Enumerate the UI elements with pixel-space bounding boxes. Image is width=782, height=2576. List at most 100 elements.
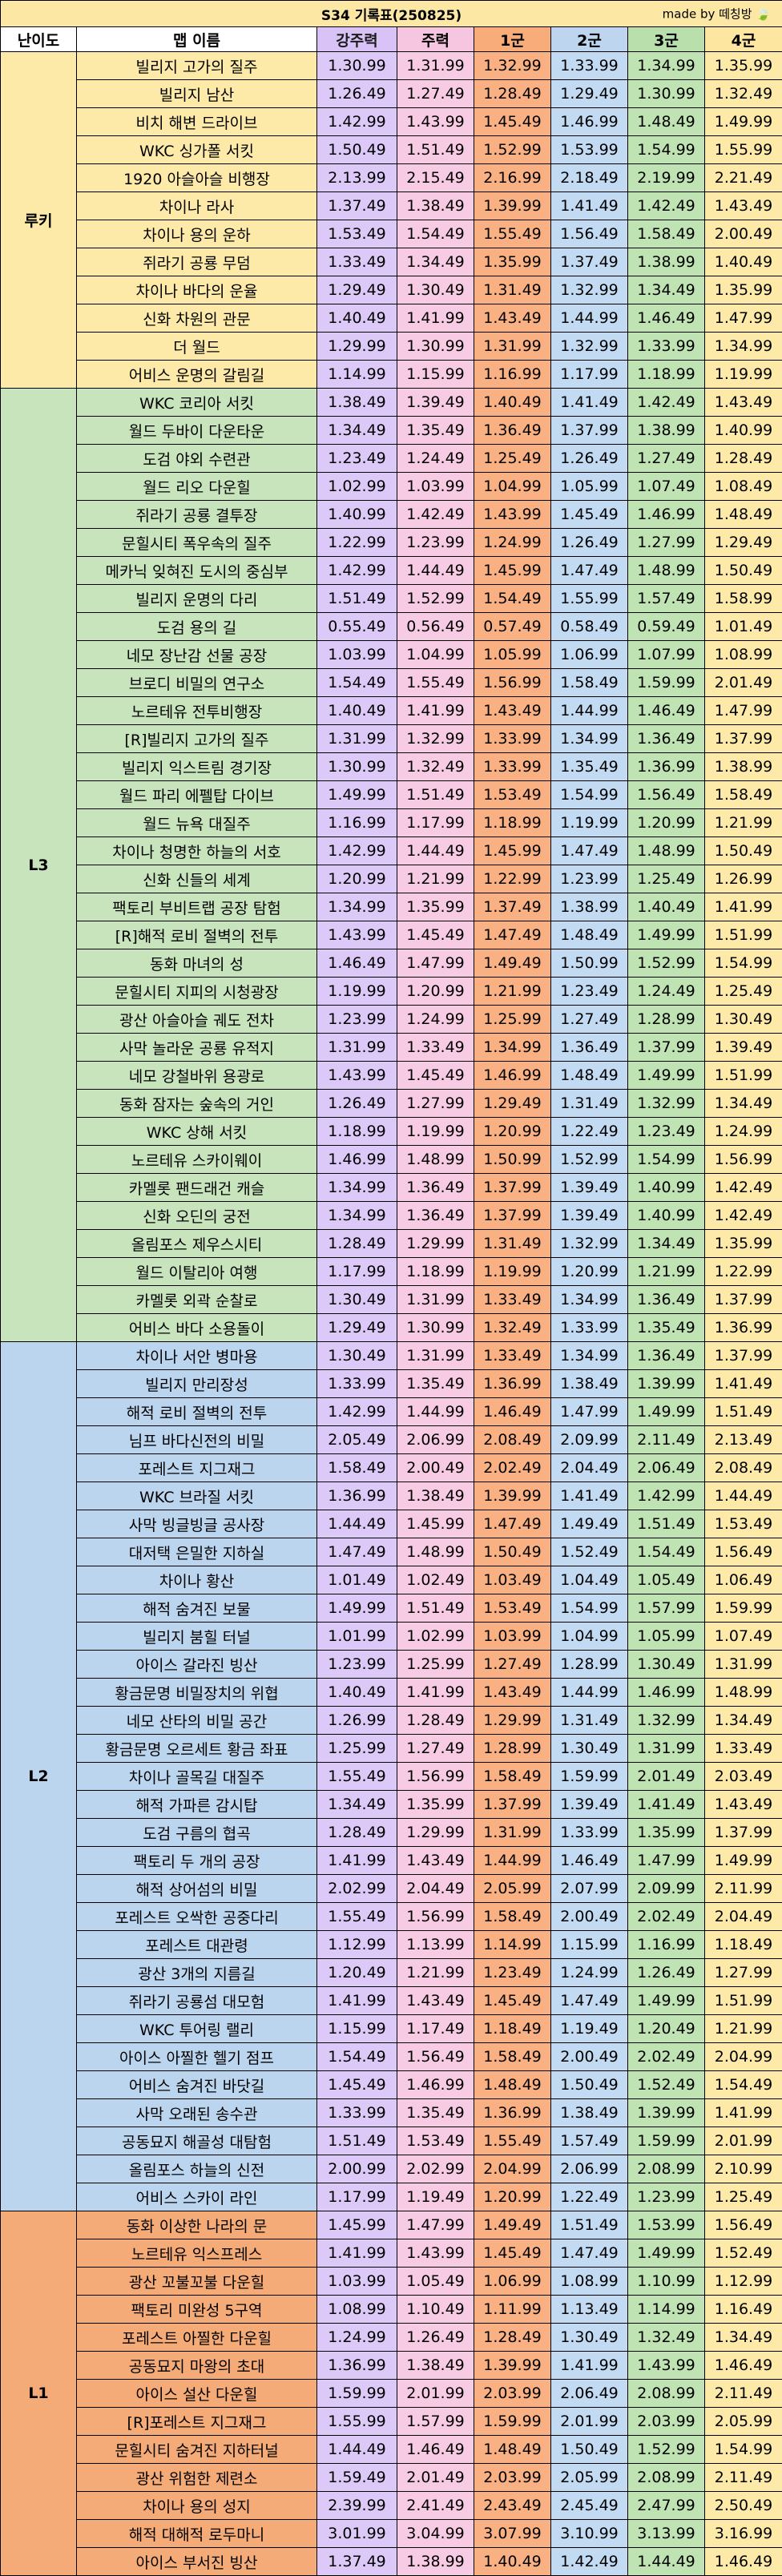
map-name: 문힐시티 지피의 시청광장 (77, 978, 317, 1006)
time-group-4: 1.56.99 (705, 1146, 782, 1174)
time-group-1: 1.37.49 (474, 893, 551, 921)
time-group-2: 1.13.49 (551, 2296, 628, 2324)
time-strong-main: 1.16.99 (317, 809, 397, 837)
time-group-2: 1.47.49 (551, 1987, 628, 2015)
header-strong-main: 강주력 (317, 27, 397, 52)
time-group-2: 2.45.49 (551, 2492, 628, 2520)
time-group-2: 1.26.49 (551, 529, 628, 557)
time-strong-main: 1.28.49 (317, 1230, 397, 1258)
time-group-1: 1.43.49 (474, 304, 551, 333)
time-group-1: 1.32.99 (474, 52, 551, 80)
time-group-2: 1.47.49 (551, 2239, 628, 2268)
time-main: 1.35.99 (397, 1791, 474, 1819)
time-main: 1.51.49 (397, 1594, 474, 1623)
time-group-4: 1.36.99 (705, 1314, 782, 1342)
time-group-2: 1.37.49 (551, 248, 628, 276)
time-group-1: 1.45.49 (474, 1987, 551, 2015)
time-group-3: 1.48.99 (628, 557, 705, 585)
time-group-2: 1.59.99 (551, 1763, 628, 1791)
time-group-3: 1.31.99 (628, 1735, 705, 1763)
time-group-2: 1.31.49 (551, 1707, 628, 1735)
time-group-1: 1.03.49 (474, 1566, 551, 1594)
map-name: 팩토리 미완성 5구역 (77, 2296, 317, 2324)
time-group-4: 1.40.99 (705, 417, 782, 445)
map-name: 차이나 라사 (77, 192, 317, 220)
time-main: 1.57.99 (397, 2408, 474, 2436)
time-group-4: 1.56.49 (705, 1538, 782, 1566)
time-group-1: 1.49.49 (474, 949, 551, 978)
map-name: 빌리지 익스트림 경기장 (77, 753, 317, 781)
time-group-3: 1.53.99 (628, 2211, 705, 2239)
time-main: 1.17.99 (397, 809, 474, 837)
time-group-3: 1.49.99 (628, 2239, 705, 2268)
time-group-4: 2.04.49 (705, 1903, 782, 1931)
time-strong-main: 1.30.99 (317, 52, 397, 80)
time-group-3: 3.13.99 (628, 2520, 705, 2548)
time-strong-main: 1.14.99 (317, 361, 397, 389)
time-group-2: 2.06.49 (551, 2380, 628, 2408)
time-group-1: 1.47.49 (474, 921, 551, 949)
time-group-4: 1.26.99 (705, 865, 782, 893)
time-group-1: 1.45.49 (474, 108, 551, 136)
time-group-1: 1.45.99 (474, 557, 551, 585)
time-main: 1.56.99 (397, 1763, 474, 1791)
time-group-1: 1.14.99 (474, 1931, 551, 1959)
time-strong-main: 1.03.99 (317, 2268, 397, 2296)
time-group-1: 1.25.99 (474, 1006, 551, 1034)
time-strong-main: 1.40.99 (317, 501, 397, 529)
time-main: 1.10.49 (397, 2296, 474, 2324)
time-main: 1.27.49 (397, 1735, 474, 1763)
time-strong-main: 1.47.49 (317, 1538, 397, 1566)
header-group-2: 2군 (551, 27, 628, 52)
time-main: 1.34.49 (397, 248, 474, 276)
time-group-1: 1.20.99 (474, 1118, 551, 1146)
time-group-1: 1.52.99 (474, 136, 551, 164)
time-strong-main: 1.34.49 (317, 1791, 397, 1819)
time-group-4: 1.34.49 (705, 2324, 782, 2352)
time-group-4: 1.54.49 (705, 2071, 782, 2099)
map-name: 월드 두바이 다운타운 (77, 417, 317, 445)
time-group-1: 1.28.49 (474, 2324, 551, 2352)
time-group-1: 0.57.49 (474, 613, 551, 641)
map-name: 해적 상어섬의 비밀 (77, 1875, 317, 1903)
map-name: 도검 구름의 협곡 (77, 1819, 317, 1847)
time-strong-main: 1.34.49 (317, 417, 397, 445)
time-group-1: 1.31.99 (474, 1819, 551, 1847)
time-group-1: 2.03.99 (474, 2380, 551, 2408)
time-main: 1.35.49 (397, 1370, 474, 1398)
time-main: 2.02.99 (397, 2155, 474, 2183)
time-group-3: 1.40.99 (628, 1202, 705, 1230)
time-strong-main: 2.39.99 (317, 2492, 397, 2520)
time-group-4: 1.51.99 (705, 1987, 782, 2015)
map-name: 쥐라기 공룡섬 대모험 (77, 1987, 317, 2015)
time-strong-main: 1.33.99 (317, 1370, 397, 1398)
time-group-4: 2.11.49 (705, 2464, 782, 2492)
time-group-1: 1.43.99 (474, 501, 551, 529)
time-group-1: 1.25.49 (474, 445, 551, 473)
time-group-2: 1.41.49 (551, 1482, 628, 1510)
map-name: 월드 파리 에펠탑 다이브 (77, 781, 317, 809)
header-difficulty: 난이도 (1, 27, 77, 52)
time-group-2: 2.07.99 (551, 1875, 628, 1903)
time-group-4: 1.33.49 (705, 1735, 782, 1763)
time-group-4: 1.54.99 (705, 949, 782, 978)
time-group-1: 1.33.49 (474, 1286, 551, 1314)
time-group-2: 1.38.99 (551, 893, 628, 921)
time-main: 1.45.49 (397, 921, 474, 949)
map-name: WKC 상해 서킷 (77, 1118, 317, 1146)
time-main: 1.20.99 (397, 978, 474, 1006)
time-main: 1.21.99 (397, 1959, 474, 1987)
time-strong-main: 1.08.99 (317, 2296, 397, 2324)
time-main: 1.45.99 (397, 1510, 474, 1538)
time-strong-main: 1.17.99 (317, 2183, 397, 2211)
time-strong-main: 3.01.99 (317, 2520, 397, 2548)
